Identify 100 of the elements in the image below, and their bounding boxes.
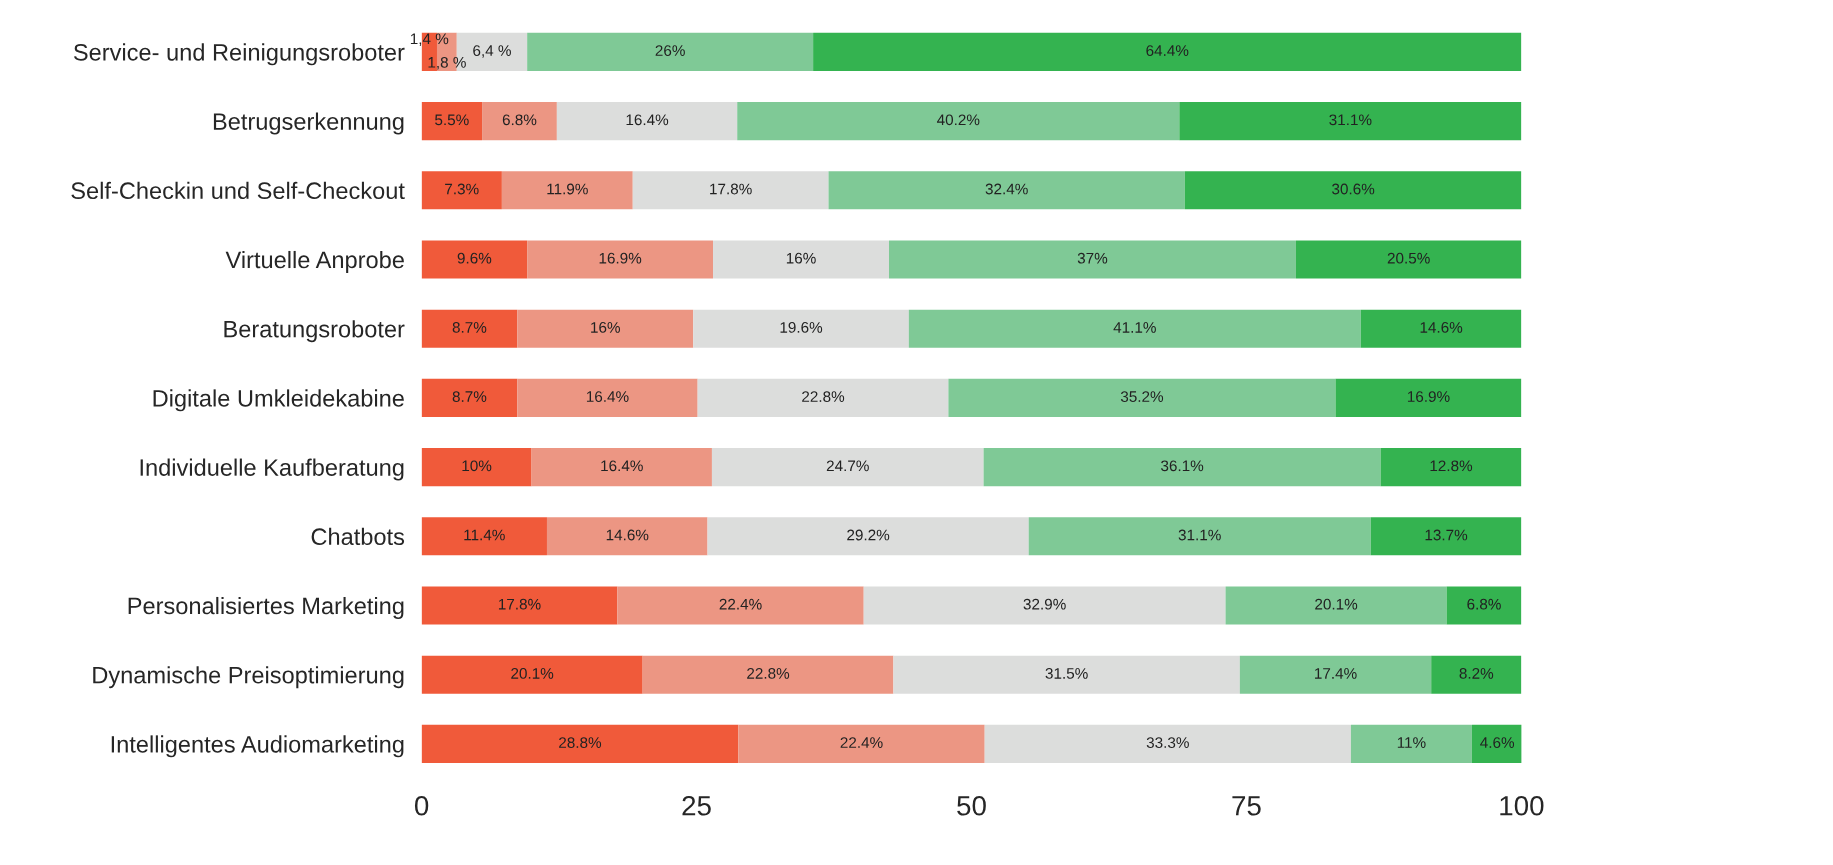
bar: [1431, 655, 1522, 694]
y-tick-label: Service- und Reinigungsroboter: [73, 43, 405, 66]
data-label: 9.6%: [457, 252, 492, 264]
y-tick-label: Personalisiertes Marketing: [128, 596, 404, 619]
data-label: 37%: [1077, 252, 1108, 264]
bar: [421, 448, 532, 487]
y-tick-label: Betrugserkennung: [213, 112, 404, 135]
data-label: 8.7%: [452, 321, 487, 333]
data-label: 16%: [591, 321, 620, 333]
bar: [1350, 724, 1472, 763]
data-label: 26%: [655, 45, 685, 56]
x-tick-label: 0: [414, 795, 429, 816]
data-label: 20.1%: [511, 667, 554, 679]
bar: [632, 171, 829, 210]
data-label: 31.1%: [1329, 114, 1372, 126]
bar: [1471, 724, 1522, 763]
data-label: 10%: [462, 460, 492, 472]
bar: [1360, 309, 1522, 348]
y-tick-label: Virtuelle Anprobe: [225, 250, 404, 273]
bar: [908, 309, 1361, 348]
bar: [546, 517, 708, 556]
bar: [863, 586, 1226, 625]
data-label: 36.1%: [1161, 460, 1204, 472]
data-label: 19.6%: [780, 321, 823, 333]
bar: [948, 378, 1336, 417]
data-label: 22.4%: [719, 598, 762, 610]
bar: [1179, 102, 1522, 141]
data-label: 11.9%: [547, 183, 588, 195]
data-label: 8.7%: [452, 391, 487, 402]
bar: [421, 586, 618, 625]
data-label: 32.4%: [985, 183, 1028, 195]
data-label: 12.8%: [1430, 460, 1473, 472]
bar: [1184, 171, 1522, 210]
data-label: 20.1%: [1315, 598, 1358, 610]
bar: [527, 32, 814, 71]
data-label: 30.6%: [1332, 183, 1375, 195]
bar: [1225, 586, 1447, 625]
bar: [693, 309, 909, 348]
bar: [531, 448, 712, 487]
bar: [1239, 655, 1432, 694]
bar: [482, 102, 557, 141]
data-label: 16.4%: [586, 391, 629, 402]
data-label: 33.3%: [1146, 737, 1189, 748]
bar: [421, 240, 528, 279]
bar: [984, 724, 1351, 763]
data-label: 16%: [786, 252, 816, 264]
x-tick-label: 50: [957, 795, 986, 816]
bar: [1446, 586, 1522, 625]
bar: [421, 171, 502, 210]
y-tick-label: Dynamische Preisoptimierung: [93, 666, 404, 689]
data-label: 8.2%: [1459, 667, 1494, 679]
data-label: 6,4 %: [473, 45, 511, 58]
x-tick-label: 75: [1232, 796, 1261, 816]
bar: [421, 102, 483, 141]
bar: [1370, 517, 1522, 556]
bar: [501, 171, 633, 210]
data-label: 14.6%: [606, 529, 649, 541]
data-label: 22.8%: [802, 391, 845, 402]
data-label: 17.8%: [710, 183, 752, 195]
data-label: 13.7%: [1425, 529, 1468, 541]
bar: [707, 517, 1029, 556]
data-label: 17.8%: [498, 598, 541, 610]
bar: [556, 102, 738, 141]
y-tick-label: Beratungsroboter: [224, 320, 405, 343]
data-label: 16.9%: [599, 252, 642, 264]
data-label: 17.4%: [1315, 668, 1357, 679]
y-tick-label: Individuelle Kaufberatung: [140, 458, 404, 481]
y-tick-label: Chatbots: [311, 527, 405, 546]
data-label: 64.4%: [1146, 45, 1189, 56]
data-label: 29.2%: [847, 529, 890, 541]
bar: [1380, 448, 1522, 487]
data-label: 4.6%: [1480, 737, 1515, 748]
data-label: 16.4%: [626, 114, 669, 126]
y-tick-label: Digitale Umkleidekabine: [153, 389, 404, 412]
data-label: 35.2%: [1120, 391, 1164, 402]
bar: [421, 655, 643, 694]
bar: [828, 171, 1185, 210]
x-tick-label: 25: [682, 795, 711, 816]
data-label: 22.4%: [840, 737, 883, 748]
data-label: 6.8%: [502, 114, 537, 126]
data-label: 11.4%: [464, 529, 505, 541]
bar: [893, 655, 1240, 694]
data-label: 40.2%: [936, 114, 980, 126]
data-label: 11%: [1397, 737, 1426, 748]
data-label: 20.5%: [1387, 252, 1430, 264]
data-label: 41.1%: [1113, 322, 1156, 333]
bar: [737, 102, 1180, 141]
data-label: 32.9%: [1023, 598, 1066, 610]
bar: [642, 655, 894, 694]
bar: [617, 586, 864, 625]
data-label: 16.9%: [1407, 391, 1450, 402]
x-tick-label: 100: [1500, 795, 1544, 816]
bar: [421, 309, 518, 348]
bar: [738, 724, 985, 763]
bar: [1335, 378, 1522, 417]
bar: [517, 378, 698, 417]
data-label: 28.8%: [559, 737, 602, 748]
bar: [711, 448, 984, 487]
data-label: 24.7%: [826, 460, 869, 472]
data-label: 16.4%: [601, 460, 643, 472]
